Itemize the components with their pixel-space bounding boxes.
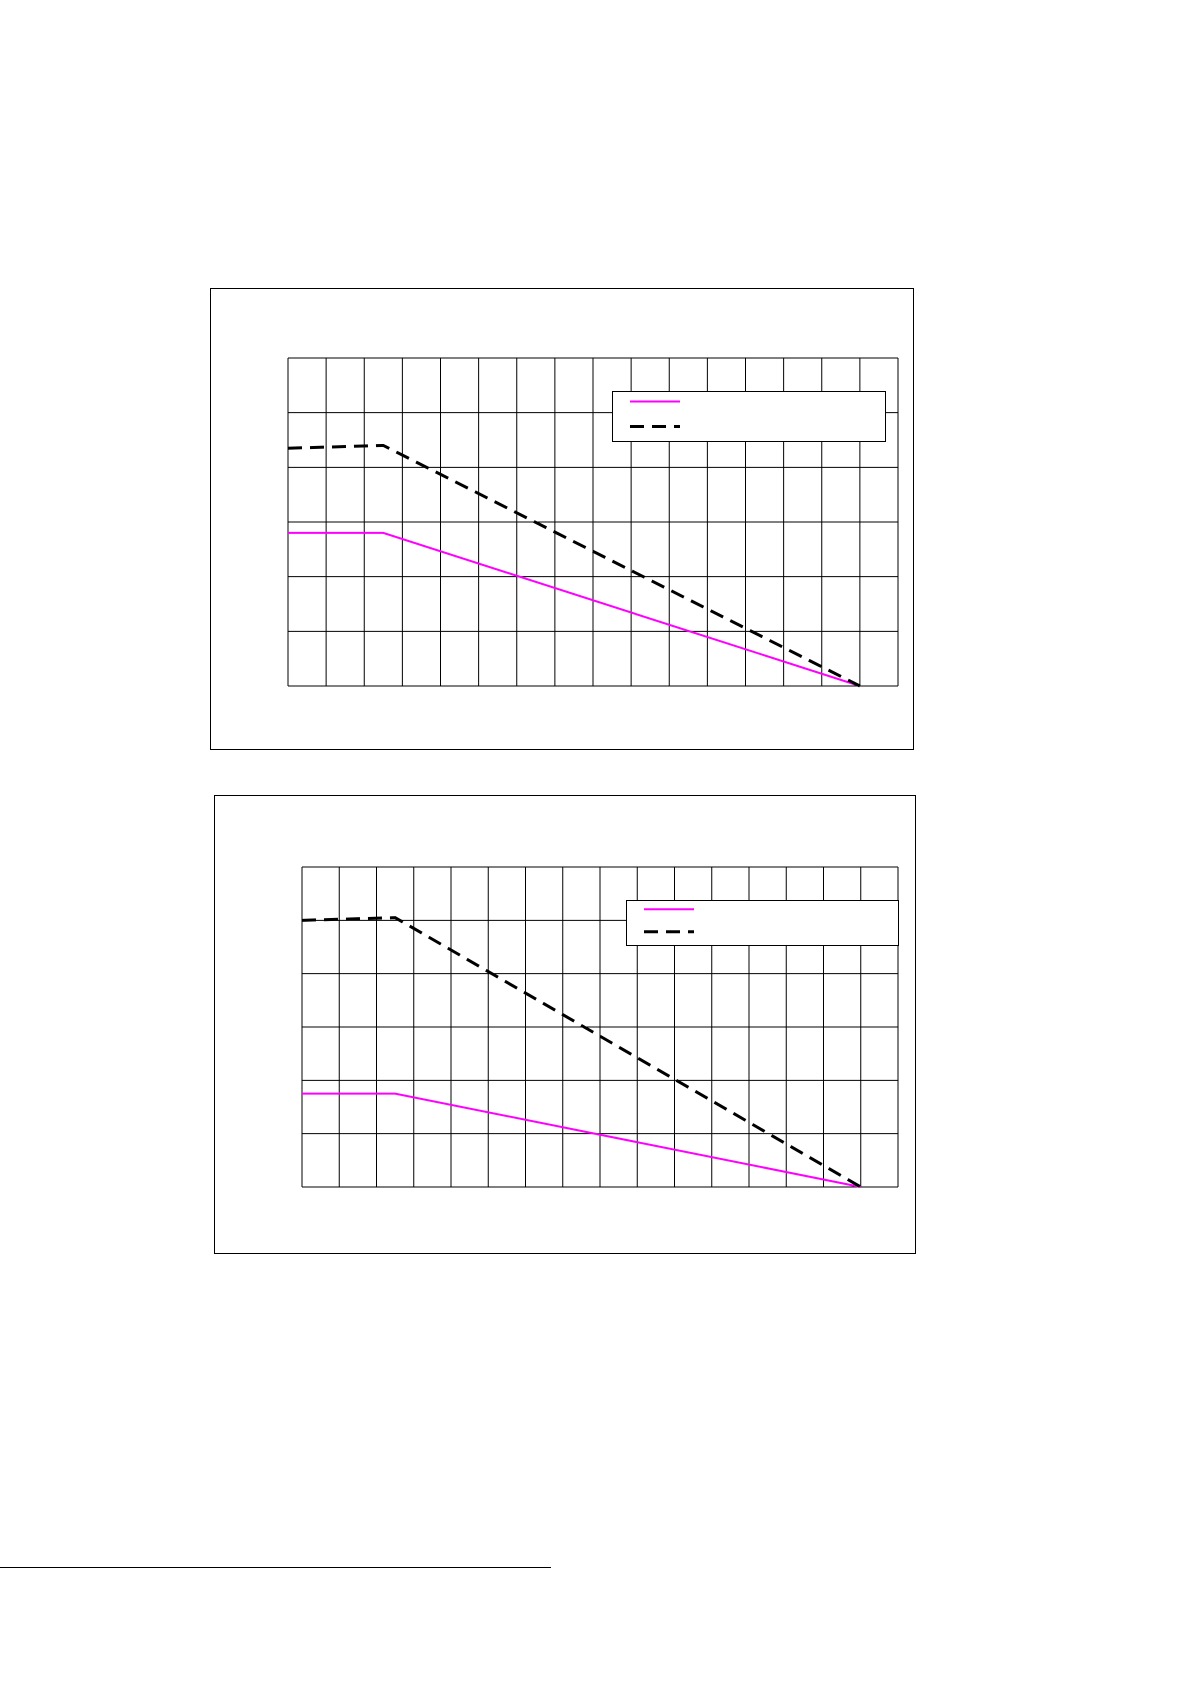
series-line	[288, 531, 861, 687]
legend-box	[612, 391, 886, 442]
series-line	[302, 1092, 861, 1188]
series-line	[301, 916, 862, 1189]
legend-box	[626, 900, 899, 946]
figure-frame	[214, 795, 916, 1254]
series-line	[287, 443, 861, 688]
figure-frame	[210, 288, 914, 750]
